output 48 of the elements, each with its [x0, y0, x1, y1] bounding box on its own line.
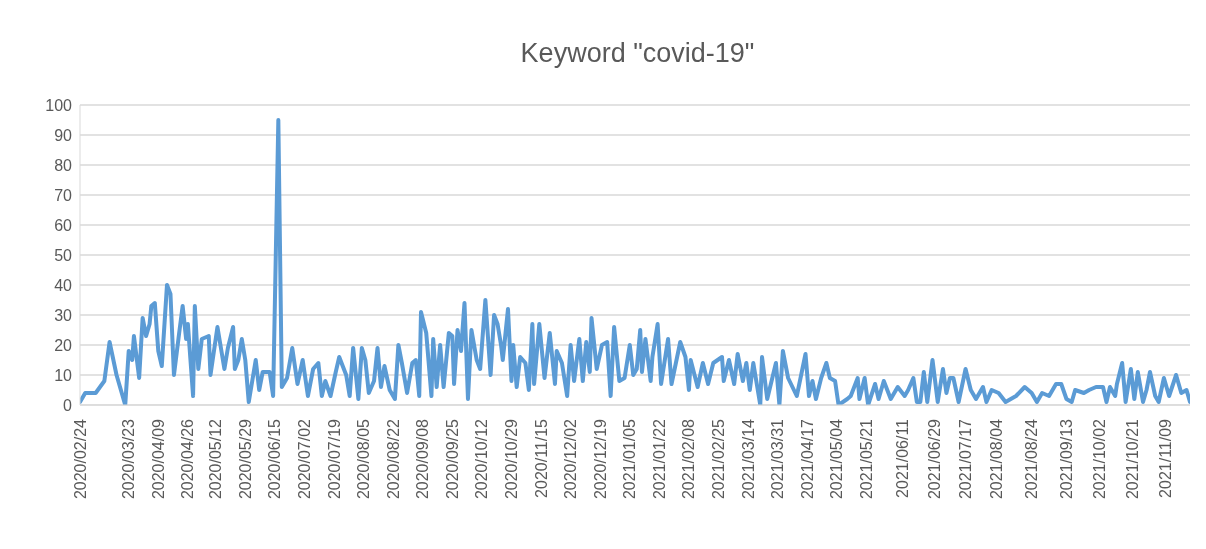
x-tick-label: 2021/09/13: [1057, 418, 1075, 500]
x-tick-label: 2021/06/11: [894, 418, 912, 498]
chart-title: Keyword "covid-19": [519, 38, 756, 69]
x-tick-label: 2021/08/04: [988, 418, 1006, 500]
x-tick-label: 2021/04/17: [798, 418, 816, 500]
x-tick-label: 2020/04/09: [149, 418, 167, 500]
x-tick-label: 2021/03/14: [739, 418, 757, 500]
x-tick-label: 2021/05/21: [857, 418, 875, 500]
x-tick-label: 2021/06/29: [925, 418, 943, 500]
x-tick-label: 2020/05/29: [236, 418, 254, 500]
x-tick-label: 2021/03/31: [769, 418, 787, 500]
x-tick-label: 2020/10/12: [473, 418, 491, 500]
x-tick-label: 2021/10/02: [1091, 418, 1109, 500]
x-tick-label: 2020/09/08: [414, 418, 432, 500]
y-tick-label: 100: [45, 96, 73, 114]
y-tick-label: 0: [63, 396, 73, 414]
x-tick-label: 2020/10/29: [502, 418, 520, 500]
x-tick-label: 2020/08/22: [384, 418, 402, 500]
x-tick-label: 2021/02/25: [710, 418, 728, 500]
x-tick-label: 2020/03/23: [120, 418, 138, 500]
x-tick-label: 2020/09/25: [443, 418, 461, 500]
y-tick-label: 40: [54, 276, 73, 294]
y-tick-label: 60: [54, 216, 73, 234]
x-tick-label: 2021/10/21: [1124, 418, 1142, 500]
x-tick-label: 2020/07/02: [295, 418, 313, 500]
y-tick-label: 50: [54, 246, 73, 264]
x-tick-label: 2020/06/15: [266, 418, 284, 500]
x-tick-label: 2021/11/09: [1157, 418, 1175, 498]
x-tick-label: 2020/08/05: [355, 418, 373, 500]
y-tick-label: 80: [54, 156, 73, 174]
x-tick-label: 2020/02/24: [71, 418, 89, 500]
x-tick-label: 2020/12/19: [591, 418, 609, 500]
y-tick-label: 10: [54, 366, 73, 384]
y-tick-label: 90: [54, 126, 73, 144]
x-tick-label: 2021/01/05: [621, 418, 639, 500]
x-tick-label: 2020/05/12: [207, 418, 225, 500]
x-tick-label: 2021/02/08: [680, 418, 698, 500]
x-tick-label: 2020/04/26: [179, 418, 197, 500]
x-tick-label: 2020/12/02: [562, 418, 580, 500]
y-tick-label: 30: [54, 306, 73, 324]
y-tick-label: 20: [54, 336, 73, 354]
x-tick-label: 2020/07/19: [325, 418, 343, 500]
x-tick-label: 2021/05/04: [828, 418, 846, 500]
x-tick-label: 2021/08/24: [1023, 418, 1041, 500]
x-tick-label: 2021/01/22: [650, 418, 668, 500]
x-tick-label: 2020/11/15: [532, 418, 550, 498]
y-tick-label: 70: [54, 186, 73, 204]
x-tick-label: 2021/07/17: [957, 418, 975, 500]
